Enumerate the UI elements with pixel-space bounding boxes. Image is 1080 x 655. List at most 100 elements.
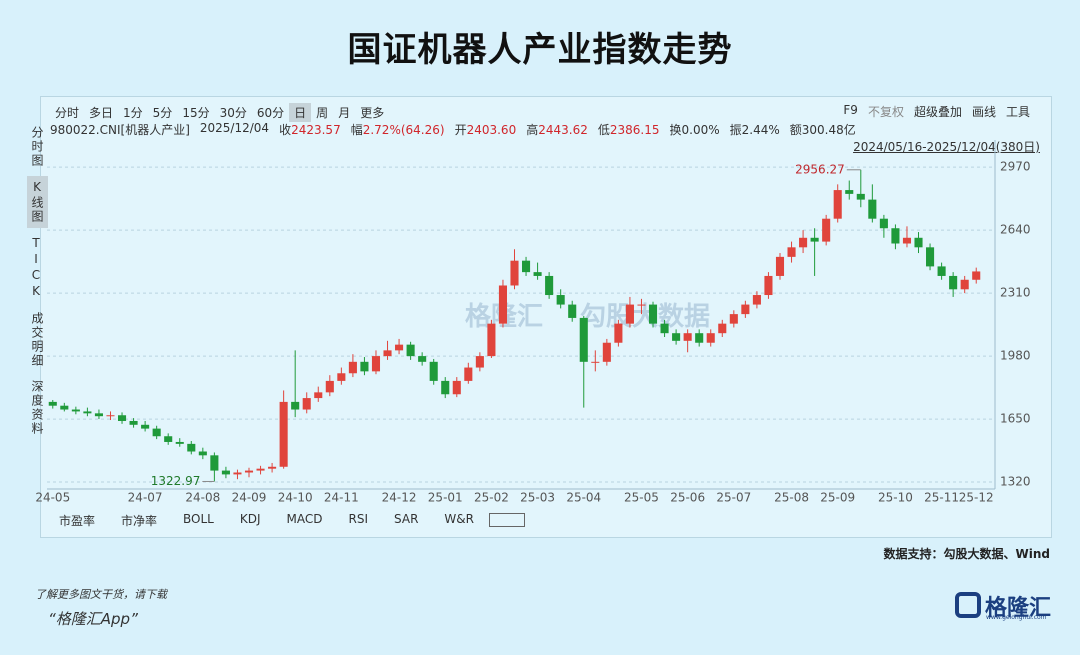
candle-body [902, 237, 912, 244]
info-field: 低2386.15 [598, 121, 660, 138]
candle-body [833, 190, 842, 219]
info-value: 0.00% [681, 123, 720, 137]
candle-body [683, 333, 692, 341]
candle-body [856, 193, 865, 200]
x-tick-label: 25-05 [624, 491, 659, 505]
indicator-tab[interactable]: RSI [348, 512, 369, 526]
candle-body [48, 401, 57, 406]
candle-body [706, 333, 715, 343]
period-button[interactable]: 5分 [152, 106, 173, 120]
tool-button[interactable]: 不复权 [867, 105, 904, 119]
candle-body [210, 455, 219, 471]
x-tick-label: 24-08 [185, 491, 220, 505]
info-value: 2403.60 [466, 123, 517, 137]
candle-body [302, 398, 311, 410]
candle-body [94, 413, 103, 417]
indicator-tab[interactable]: MACD [286, 512, 323, 526]
x-tick-label: 24-05 [35, 491, 70, 505]
indicator-tab[interactable]: KDJ [239, 512, 261, 526]
candle-body [972, 271, 981, 280]
info-field: 振2.44% [730, 121, 780, 138]
period-button[interactable]: 更多 [360, 106, 385, 120]
candle-body [949, 275, 958, 290]
range-label[interactable]: 2024/05/16-2025/12/04(380日) [853, 140, 1040, 154]
candle-body [614, 323, 623, 343]
candle-body [221, 470, 230, 475]
candle-body [117, 415, 127, 421]
period-button[interactable]: 周 [316, 106, 329, 120]
candle-body [522, 260, 531, 273]
period-button[interactable]: 日 [289, 103, 312, 122]
info-field: 高2443.62 [526, 121, 588, 138]
period-button[interactable]: 月 [338, 106, 351, 120]
side-tab[interactable]: 分时图 [30, 126, 44, 168]
tool-button[interactable]: 超级叠加 [913, 105, 962, 119]
footer-app: “格隆汇App” [48, 610, 138, 628]
indicator-tab[interactable]: 市净率 [121, 514, 158, 528]
candle-body [579, 317, 588, 362]
candle-body [152, 428, 161, 437]
period-toolbar: 分时 多日 1分 5分 15分 30分 60分日周月更多 [50, 103, 389, 122]
candle-body [452, 380, 461, 395]
candle-body [498, 285, 507, 324]
logo-icon [955, 592, 981, 618]
period-button[interactable]: 分时 [55, 106, 80, 120]
candle-body [787, 247, 796, 257]
tool-button[interactable]: F9 [843, 103, 858, 117]
x-tick-label: 25-01 [428, 491, 463, 505]
x-tick-label: 25-03 [520, 491, 555, 505]
candle-body [764, 275, 773, 296]
candle-body [268, 466, 277, 469]
info-value: 300.48亿 [801, 123, 856, 137]
chart-panel [40, 96, 1052, 538]
side-tab[interactable]: TICK [29, 236, 43, 300]
candle-body [845, 190, 854, 194]
info-value: 2423.57 [291, 123, 341, 137]
indicator-tab[interactable]: 市盈率 [59, 514, 96, 528]
indicator-tab[interactable]: SAR [394, 512, 419, 526]
info-field: 收2423.57 [279, 121, 341, 138]
candle-body [418, 356, 427, 362]
x-tick-label: 25-08 [774, 491, 809, 505]
page-title: 国证机器人产业指数走势 [347, 30, 733, 70]
info-bar: 980022.CNI[机器人产业] 2025/12/04 收2423.57 幅2.… [50, 121, 856, 138]
candle-body [879, 218, 888, 229]
period-button[interactable]: 15分 [182, 106, 210, 120]
tool-button[interactable]: 工具 [1005, 105, 1030, 119]
candle-body [141, 424, 150, 429]
x-tick-label: 24-09 [232, 491, 267, 505]
candle-body [568, 304, 577, 318]
indicator-tab[interactable]: BOLL [183, 512, 214, 526]
tool-button[interactable]: 画线 [971, 105, 996, 119]
y-tick-label: 1650 [1000, 412, 1031, 426]
candle-body [314, 392, 323, 399]
y-tick-label: 2640 [1000, 223, 1031, 237]
period-button[interactable]: 30分 [219, 106, 247, 120]
candle-body [337, 373, 346, 381]
candle-body [395, 344, 404, 351]
add-tab[interactable] [488, 513, 525, 527]
candle-body [672, 333, 681, 341]
side-tabs: 分时图 K线图 TICK 成交明细深度资料 [27, 122, 48, 444]
side-tab[interactable]: 成交明细 [30, 312, 44, 368]
side-tab[interactable]: 深度资料 [30, 380, 44, 436]
low-label: 1322.97 [151, 474, 201, 488]
watermark: 勾股大数据 [580, 302, 711, 332]
period-button[interactable]: 60分 [256, 106, 285, 120]
candle-body [545, 275, 554, 296]
indicator-tabs: 市盈率 市净率 BOLL KDJ MACD RSI SAR W&R [48, 512, 529, 529]
info-value: 2.72%(64.26) [362, 123, 445, 137]
x-tick-label: 24-12 [382, 491, 417, 505]
candle-body [752, 295, 761, 305]
side-tab[interactable]: K线图 [27, 176, 48, 228]
x-tick-label: 25-11 [924, 491, 959, 505]
candle-body [406, 344, 415, 357]
indicator-tab[interactable]: W&R [444, 512, 474, 526]
period-button[interactable]: 多日 [89, 106, 114, 120]
period-button[interactable]: 1分 [123, 106, 143, 120]
candle-body [810, 237, 819, 242]
candle-body [291, 401, 300, 410]
candle-body [914, 237, 923, 248]
